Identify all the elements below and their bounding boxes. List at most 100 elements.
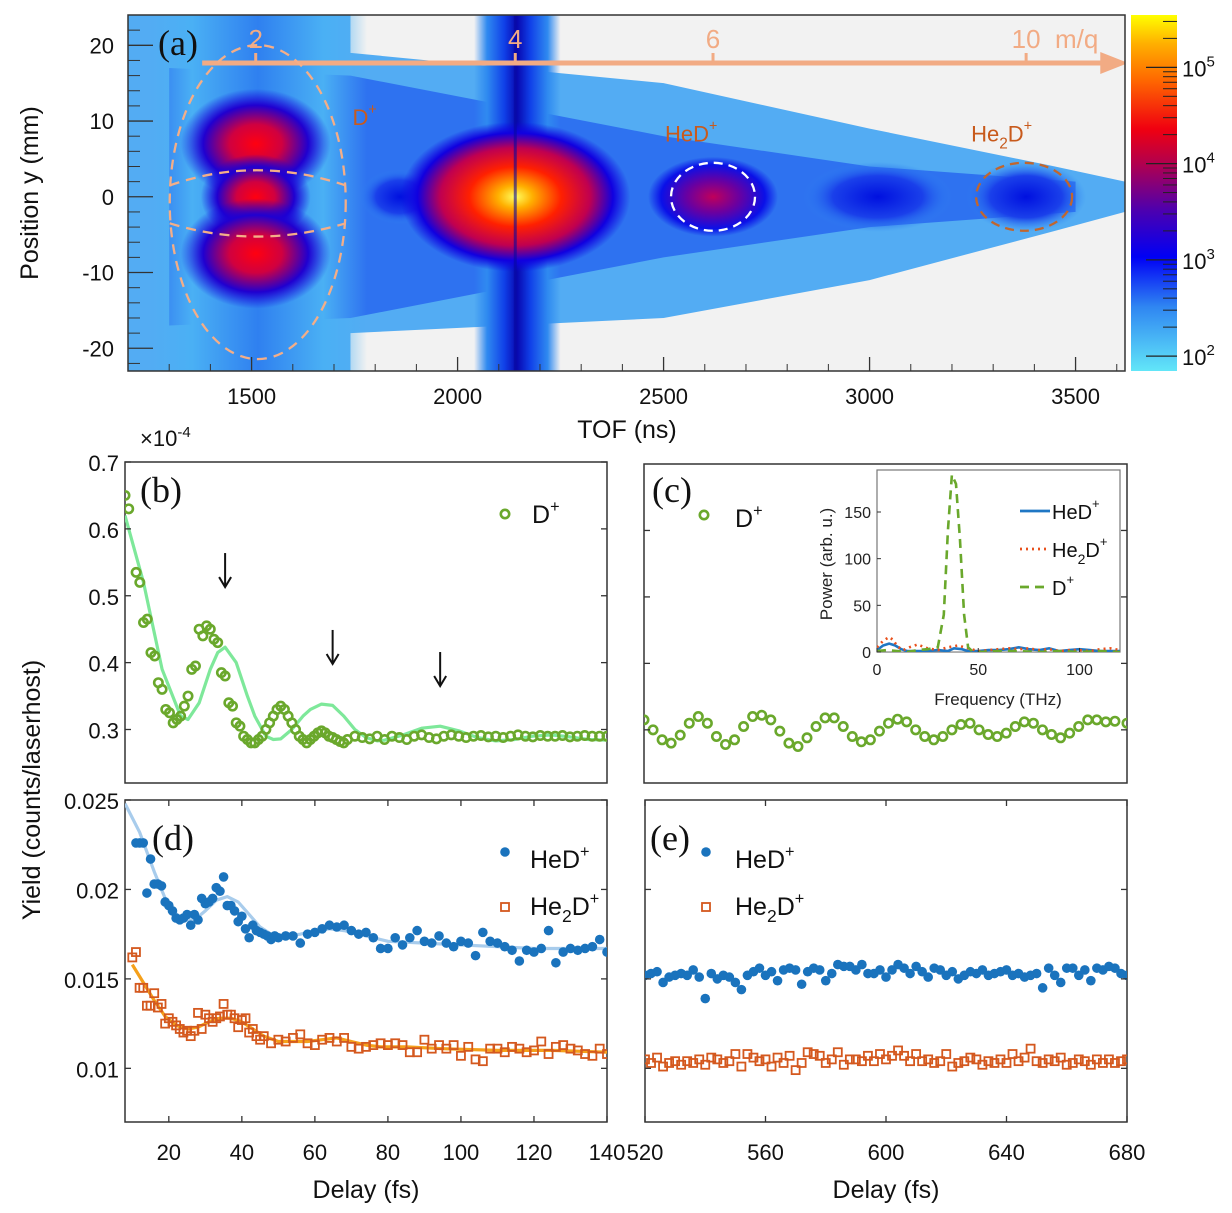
legend-label-dplus-sup: + [753, 502, 763, 520]
data-point [1025, 1043, 1036, 1054]
ion-annotation-base: HeD [665, 121, 709, 146]
inset-legend-label-base: He [1052, 540, 1078, 562]
data-point [204, 623, 216, 635]
data-point [499, 1047, 510, 1058]
data-point [738, 721, 750, 733]
data-point [694, 1054, 705, 1065]
colorbar-tick-base: 10 [1182, 153, 1206, 178]
data-point [302, 929, 313, 939]
data-point [1000, 727, 1012, 739]
data-point [736, 984, 747, 995]
data-point [485, 936, 495, 947]
data-point [1049, 970, 1060, 981]
data-point [470, 950, 481, 961]
data-point [1036, 724, 1048, 736]
data-point [295, 1029, 306, 1040]
inset-legend-label-sub: 2 [1078, 551, 1086, 567]
x-tick-label: 40 [230, 1140, 254, 1165]
data-point [937, 730, 949, 742]
data-point [1064, 727, 1076, 739]
legend-label-dplus: D+ [735, 502, 763, 533]
data-point [156, 999, 167, 1009]
inset-series-line [877, 474, 1120, 652]
data-point [1009, 721, 1021, 733]
data-point [857, 1056, 867, 1067]
data-point [1067, 963, 1078, 973]
panel-c-plot-area [644, 709, 1127, 752]
data-point [790, 965, 801, 975]
data-point [477, 1056, 488, 1067]
panel-c-legend: D+ [698, 502, 763, 533]
x-tick-label: 20 [157, 1140, 181, 1165]
panel-d-plot-area [125, 802, 607, 1067]
data-point [700, 993, 711, 1004]
x-tick-label: 520 [627, 1140, 664, 1165]
data-point [720, 738, 732, 750]
data-point [218, 872, 229, 882]
data-point [456, 1050, 466, 1061]
data-point [774, 725, 786, 737]
inset-series-line [877, 635, 1120, 652]
legend-marker-he2d [701, 902, 711, 912]
he2d-selection [974, 161, 1074, 232]
data-point [240, 924, 251, 934]
data-point [946, 724, 958, 736]
data-point [772, 975, 783, 986]
data-point [892, 713, 904, 725]
data-point [1122, 1054, 1127, 1065]
data-point [729, 734, 741, 746]
heatmap-ylabel: Position y (mm) [16, 106, 44, 280]
data-point [478, 927, 488, 938]
data-point [587, 941, 598, 952]
x-tick-label: 2500 [639, 384, 688, 409]
data-point [652, 1052, 662, 1063]
ion-annotation-base: D [352, 105, 368, 130]
fft-inset: 0 50 100 0 50 100 150 Frequency (THz) Power (a… [817, 469, 1121, 709]
data-point [701, 717, 713, 729]
dplus-selection-lower-cut [169, 222, 347, 238]
inset-x-tick-label: 0 [873, 662, 882, 679]
x-tick-label: 120 [516, 1140, 553, 1165]
data-point [947, 966, 958, 977]
y-tick-label: 0 [102, 185, 114, 210]
data-point [426, 938, 437, 948]
data-point [134, 576, 146, 588]
data-point [594, 1043, 605, 1054]
legend-marker-dplus [499, 508, 511, 520]
data-point [353, 929, 364, 939]
data-point [125, 503, 135, 515]
data-point [864, 734, 876, 746]
legend-marker-hed [500, 847, 510, 857]
data-point [441, 938, 452, 948]
data-point [197, 630, 209, 642]
x-tick-label: 100 [443, 1140, 480, 1165]
data-point [1031, 968, 1042, 979]
data-point [375, 943, 386, 954]
data-point [273, 932, 284, 943]
inset-legend-label: D+ [1052, 572, 1074, 600]
data-point [234, 720, 246, 732]
panel-b-dplus-short-delay: 0.3 0.4 0.5 0.6 0.7 (b) ×10-4 D+ [88, 424, 608, 784]
data-point [288, 931, 298, 941]
legend-marker-he2d [500, 902, 510, 912]
x-tick-label: 60 [303, 1140, 327, 1165]
x-tick-label: 3000 [845, 384, 894, 409]
data-point [492, 938, 503, 948]
panel-label-e: (e) [650, 818, 690, 858]
inset-ylabel: Power (arb. u.) [817, 508, 836, 620]
data-point [419, 936, 430, 947]
y-tick-label: 0.5 [88, 585, 119, 610]
data-point [754, 963, 765, 973]
x-tick-label: 2000 [433, 384, 482, 409]
data-point [536, 943, 547, 954]
data-point [935, 1056, 946, 1067]
data-point [156, 881, 167, 891]
ion-annotation: D+ [352, 102, 376, 130]
data-point [390, 932, 401, 943]
data-point [736, 1061, 747, 1072]
data-point [309, 1040, 320, 1050]
ion-annotation-sub: 2 [999, 135, 1008, 152]
panel-e-legend: HeD+He2D+ [701, 843, 804, 926]
data-point [601, 730, 607, 742]
